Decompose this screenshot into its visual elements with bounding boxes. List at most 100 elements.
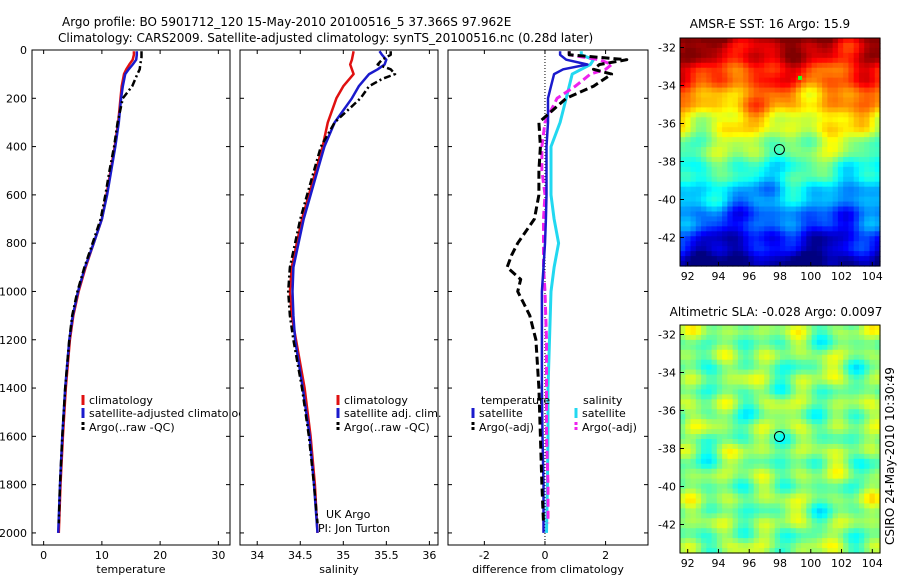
m-sla-cell — [822, 513, 828, 519]
m-sla-cell — [780, 364, 786, 371]
m-sst-cell — [785, 152, 792, 158]
m-sst-cell — [816, 152, 823, 158]
m-sst-cell — [716, 42, 723, 49]
m-sla-cell — [774, 374, 781, 381]
m-sst-cell — [743, 166, 750, 173]
m-sla-cell — [695, 498, 702, 505]
m-sla-cell — [716, 493, 723, 500]
m-sst-cell — [695, 156, 702, 163]
m-sla-cell — [716, 523, 723, 529]
m-sst-ytick-label: -34 — [658, 80, 676, 93]
m-sla-cell — [732, 364, 739, 371]
m-sst-cell — [795, 92, 802, 99]
m-sst-cell — [722, 216, 728, 222]
m-sst-cell — [701, 117, 707, 123]
m-sla-cell — [737, 374, 744, 381]
m-sla-cell — [769, 404, 776, 410]
m-sst-cell — [716, 52, 723, 59]
m-sst-cell — [758, 117, 765, 123]
m-sla-cell — [774, 409, 781, 415]
m-sst-cell — [864, 251, 871, 257]
m-sla-cell — [743, 443, 750, 450]
m-sst-cell — [790, 97, 797, 104]
m-sst-cell — [795, 82, 802, 89]
m-sst-cell — [758, 241, 765, 247]
m-sst-cell — [706, 67, 713, 74]
m-sla-cell — [837, 414, 844, 420]
m-sst-cell — [827, 152, 834, 158]
m-sla-cell — [706, 458, 713, 465]
m-sla-cell — [711, 443, 718, 450]
m-sla-cell — [737, 488, 744, 495]
m-sla-cell — [695, 429, 702, 435]
m-sla-cell — [874, 404, 881, 410]
m-sst-cell — [816, 132, 823, 138]
m-sst-cell — [858, 181, 865, 188]
m-sla-cell — [864, 473, 871, 480]
m-sst-cell — [727, 117, 734, 123]
m-sla-cell — [706, 384, 713, 391]
m-sst-cell — [858, 142, 865, 148]
m-sla-cell — [869, 528, 876, 534]
m-sst-cell — [727, 206, 734, 213]
m-sla-cell — [822, 364, 828, 371]
m-sla-cell — [711, 325, 718, 331]
m-sst-cell — [869, 161, 876, 168]
m-sla-cell — [722, 468, 728, 475]
m-sst-cell — [685, 231, 692, 237]
m-sst-cell — [769, 57, 776, 64]
m-sst-cell — [795, 137, 802, 143]
m-sst-cell — [869, 191, 876, 198]
m-sla-cell — [816, 473, 823, 480]
m-sla-cell — [774, 384, 781, 391]
m-sst-cell — [690, 77, 697, 84]
m-sst-cell — [843, 132, 850, 138]
m-sla-cell — [843, 389, 850, 395]
m-sst-cell — [780, 77, 786, 84]
m-sla-cell — [764, 369, 771, 376]
m-sst-cell — [801, 77, 807, 84]
m-sla-cell — [753, 538, 760, 544]
m-sla-cell — [864, 379, 871, 386]
m-sst-cell — [711, 82, 718, 89]
m-sla-cell — [811, 518, 818, 524]
m-sst-cell — [827, 112, 834, 118]
m-sla-cell — [785, 364, 792, 371]
m-sst-cell — [864, 57, 871, 64]
m-sst-cell — [706, 256, 713, 262]
m-sst-cell — [685, 156, 692, 163]
m-sst-cell — [748, 67, 755, 74]
m-sla-cell — [690, 374, 697, 381]
m-sla-cell — [848, 334, 855, 341]
m-sla-cell — [737, 404, 744, 410]
m-sst-cell — [837, 221, 844, 227]
m-sst-cell — [727, 92, 734, 99]
m-sla-cell — [753, 498, 760, 505]
m-sst-cell — [864, 156, 871, 163]
m-sst-cell — [780, 156, 786, 163]
m-sla-cell — [769, 508, 776, 514]
m-sst-cell — [837, 147, 844, 153]
m-sla-cell — [780, 513, 786, 519]
m-sst-cell — [769, 256, 776, 262]
m-sla-cell — [795, 483, 802, 490]
m-sst-cell — [837, 67, 844, 74]
m-sst-cell — [748, 196, 755, 203]
m-sst-cell — [853, 67, 860, 74]
m-sst-cell — [874, 181, 881, 188]
m-sla-cell — [748, 359, 755, 366]
m-sst-cell — [843, 196, 850, 203]
m-sla-cell — [701, 434, 707, 440]
m-sla-cell — [811, 409, 818, 415]
m-sst-cell — [780, 171, 786, 178]
m-sst-cell — [822, 142, 828, 148]
m-sla-cell — [716, 364, 723, 371]
m-sla-cell — [874, 463, 881, 470]
m-sla-cell — [827, 543, 834, 549]
m-sst-cell — [822, 226, 828, 232]
m-sla-cell — [680, 374, 686, 381]
m-sla-cell — [737, 528, 744, 534]
m-sst-cell — [848, 241, 855, 247]
m-sst-cell — [711, 171, 718, 178]
